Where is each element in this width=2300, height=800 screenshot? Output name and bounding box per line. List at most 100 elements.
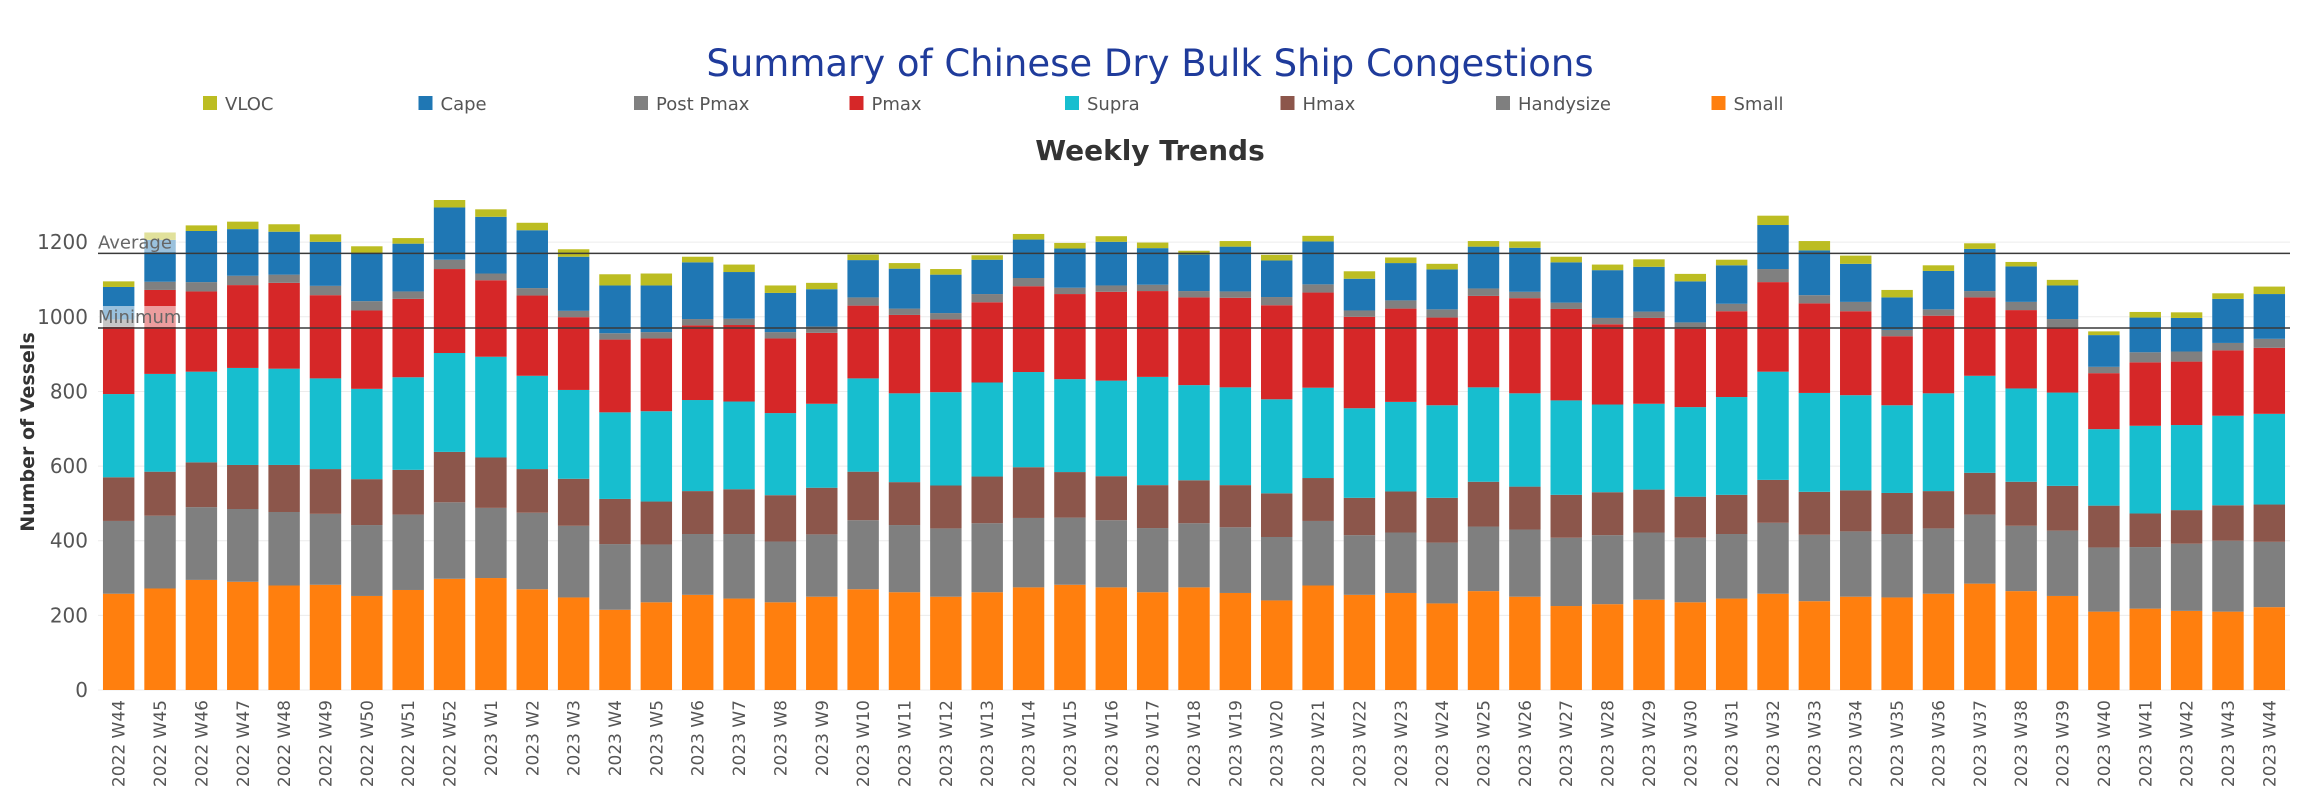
- bar-stack: [1881, 289, 1913, 690]
- bar-segment-hmax: [1385, 491, 1417, 533]
- bar-segment-hmax: [144, 471, 176, 516]
- bar-stack: [1343, 271, 1376, 690]
- bar-segment-supra: [1633, 403, 1665, 490]
- bar-segment-hmax: [1922, 491, 1955, 529]
- bar-segment-handysize: [475, 507, 507, 579]
- bar-segment-small: [1219, 592, 1252, 690]
- bar-segment-post-pmax: [1840, 301, 1872, 312]
- bar-segment-cape: [1715, 265, 1748, 304]
- bar-segment-post-pmax: [2046, 319, 2079, 328]
- x-tick-label: 2023 W31: [1723, 700, 1743, 787]
- bar-segment-post-pmax: [185, 282, 218, 292]
- bar-segment-vloc: [1715, 259, 1748, 266]
- bar-segment-hmax: [475, 457, 507, 508]
- bar-segment-pmax: [2253, 347, 2286, 414]
- reference-lines: Average Minimum: [96, 231, 2290, 329]
- bar-stack: [1922, 265, 1955, 690]
- bar-segment-small: [475, 578, 507, 690]
- bar-segment-small: [1550, 606, 1582, 690]
- bar-segment-small: [1385, 592, 1417, 690]
- bar-segment-cape: [1385, 263, 1417, 301]
- bar-segment-small: [599, 609, 631, 690]
- x-tick-label: 2022 W50: [358, 700, 378, 787]
- bar-segment-supra: [2046, 392, 2079, 486]
- bar-segment-supra: [2212, 415, 2244, 506]
- bar-segment-vloc: [2170, 312, 2203, 318]
- bar-segment-handysize: [144, 515, 176, 589]
- legend-item-supra: Supra: [1065, 94, 1140, 115]
- bar-stack: [1509, 241, 1541, 690]
- bar-segment-supra: [1715, 397, 1748, 495]
- bar-segment-cape: [1591, 270, 1624, 318]
- bar-segment-small: [1261, 600, 1293, 690]
- x-tick-label: 2022 W49: [316, 700, 336, 787]
- legend-swatch: [849, 96, 864, 110]
- bar-segment-cape: [1136, 248, 1169, 285]
- bar-segment-hmax: [2005, 481, 2037, 526]
- bar-segment-handysize: [1136, 528, 1169, 593]
- bar-segment-hmax: [806, 487, 838, 535]
- y-tick-label: 0: [75, 678, 88, 702]
- legend-item-hmax: Hmax: [1280, 94, 1356, 115]
- bar-segment-vloc: [2088, 331, 2120, 336]
- bar-segment-post-pmax: [1798, 295, 1831, 304]
- bar-segment-cape: [185, 230, 218, 283]
- bar-segment-small: [433, 578, 466, 690]
- bar-segment-cape: [640, 285, 673, 333]
- bar-segment-cape: [1840, 263, 1872, 302]
- bar-segment-vloc: [1095, 236, 1127, 242]
- bar-segment-hmax: [2253, 504, 2286, 542]
- bar-segment-pmax: [309, 295, 342, 379]
- bar-segment-vloc: [309, 234, 342, 242]
- bar-segment-vloc: [723, 264, 755, 273]
- bar-segment-small: [640, 602, 673, 690]
- bar-segment-vloc: [806, 282, 838, 290]
- bar-segment-small: [1633, 599, 1665, 690]
- bar-segment-handysize: [1385, 532, 1417, 593]
- bar-segment-cape: [2005, 266, 2037, 302]
- bar-stack: [2005, 261, 2037, 690]
- bar-segment-vloc: [1136, 242, 1169, 249]
- bar-segment-handysize: [1261, 536, 1293, 601]
- y-tick-label: 200: [50, 603, 88, 627]
- bar-segment-cape: [1343, 278, 1376, 311]
- bar-segment-pmax: [1343, 316, 1376, 409]
- bar-segment-cape: [1964, 248, 1996, 292]
- bar-segment-pmax: [475, 280, 507, 357]
- bar-segment-hmax: [392, 469, 424, 515]
- bar-segment-post-pmax: [888, 308, 921, 315]
- bar-segment-post-pmax: [475, 273, 507, 281]
- bar-stack: [681, 256, 714, 690]
- bar-segment-vloc: [1012, 233, 1045, 240]
- x-tick-label: 2023 W17: [1144, 700, 1164, 787]
- bar-segment-handysize: [1178, 523, 1210, 588]
- bar-stack: [1715, 259, 1748, 690]
- bar-segment-post-pmax: [557, 310, 590, 318]
- bar-segment-supra: [2129, 425, 2161, 514]
- bar-segment-handysize: [1798, 534, 1831, 602]
- bar-segment-post-pmax: [516, 288, 548, 296]
- bar-segment-small: [2170, 610, 2203, 690]
- bar-segment-cape: [681, 262, 714, 320]
- bar-segment-post-pmax: [723, 318, 755, 326]
- bar-segment-supra: [1881, 405, 1913, 493]
- bar-segment-post-pmax: [1922, 309, 1955, 316]
- bar-segment-cape: [2088, 335, 2120, 367]
- bar-segment-hmax: [2046, 485, 2079, 531]
- bar-segment-supra: [1467, 387, 1500, 482]
- bar-segment-small: [144, 588, 176, 690]
- bar-segment-pmax: [971, 302, 1003, 383]
- bar-segment-small: [1509, 596, 1541, 690]
- bar-segment-cape: [1261, 260, 1293, 298]
- bar-segment-supra: [1964, 375, 1996, 473]
- legend-item-handysize: Handysize: [1496, 94, 1611, 115]
- bar-stack: [1591, 264, 1624, 690]
- chart-title: Summary of Chinese Dry Bulk Ship Congest…: [706, 42, 1593, 85]
- bar-stack: [1385, 257, 1417, 690]
- bar-segment-cape: [1426, 269, 1458, 310]
- x-tick-label: 2023 W36: [1929, 700, 1949, 787]
- bar-segment-vloc: [516, 222, 548, 231]
- bar-stack: [2170, 312, 2203, 690]
- bar-stack: [1964, 243, 1996, 690]
- bar-segment-handysize: [102, 520, 135, 594]
